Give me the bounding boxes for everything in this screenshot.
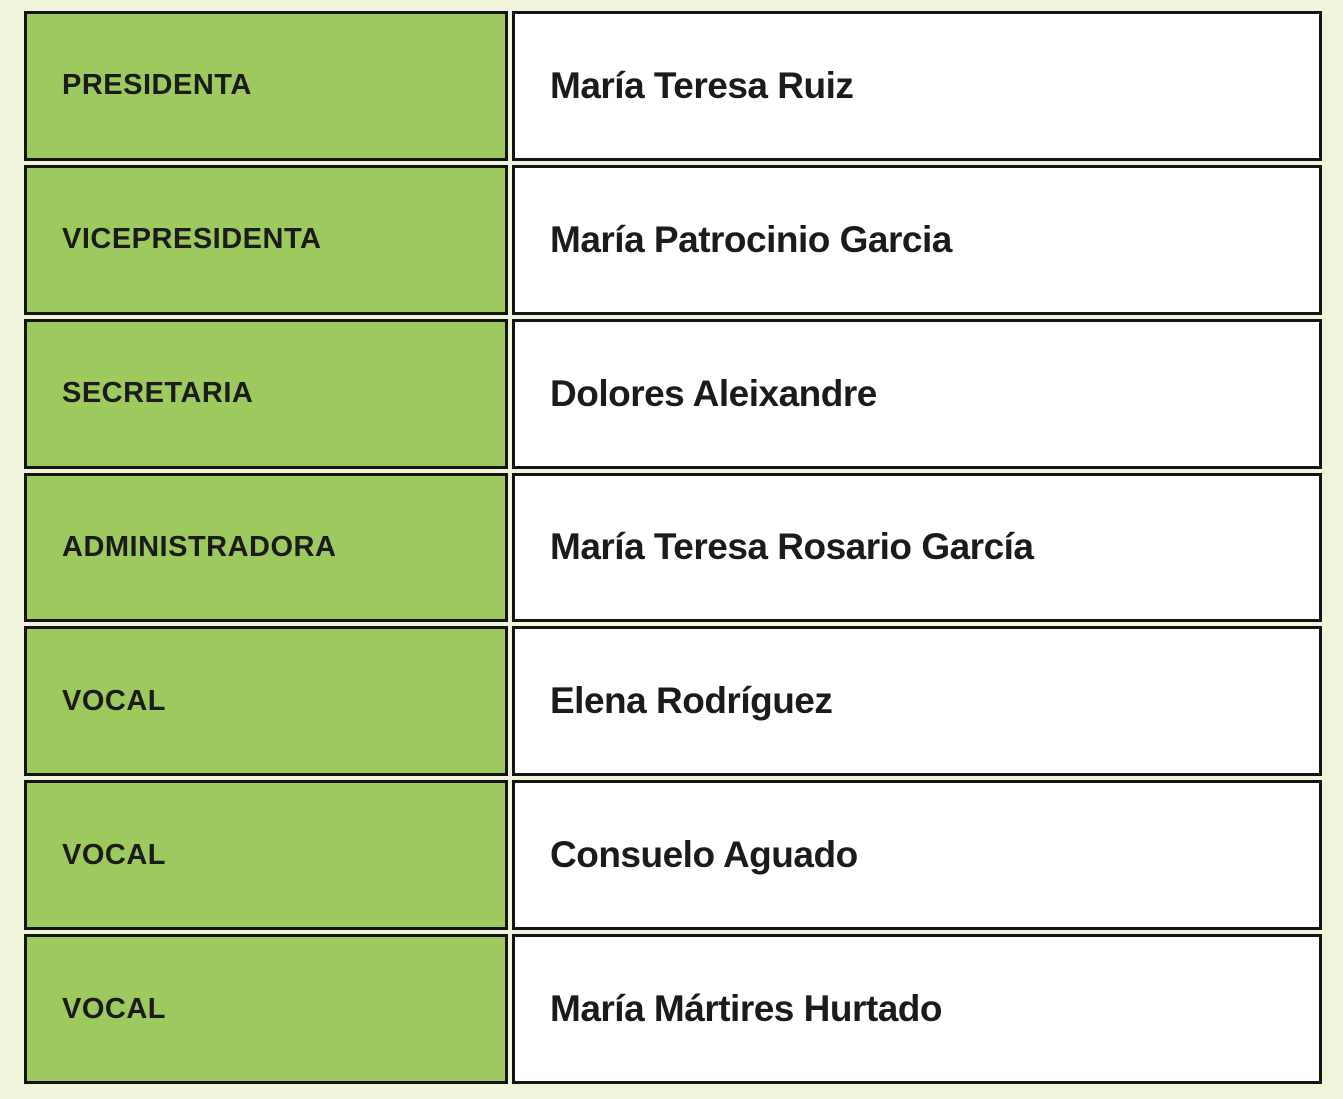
role-cell: PRESIDENTA	[24, 11, 508, 161]
name-cell: María Patrocinio Garcia	[512, 164, 1322, 315]
name-cell: María Teresa Rosario García	[512, 472, 1322, 623]
role-cell: SECRETARIA	[24, 318, 508, 469]
name-cell: María Teresa Ruiz	[512, 11, 1322, 161]
role-cell: VOCAL	[24, 934, 508, 1084]
role-cell: VOCAL	[24, 780, 508, 931]
name-cell: Dolores Aleixandre	[512, 318, 1322, 469]
role-cell: VOCAL	[24, 626, 508, 777]
name-cell: Consuelo Aguado	[512, 780, 1322, 931]
role-cell: ADMINISTRADORA	[24, 472, 508, 623]
committee-table: PRESIDENTA María Teresa Ruiz VICEPRESIDE…	[24, 11, 1322, 1084]
name-cell: Elena Rodríguez	[512, 626, 1322, 777]
role-cell: VICEPRESIDENTA	[24, 164, 508, 315]
name-cell: María Mártires Hurtado	[512, 934, 1322, 1084]
